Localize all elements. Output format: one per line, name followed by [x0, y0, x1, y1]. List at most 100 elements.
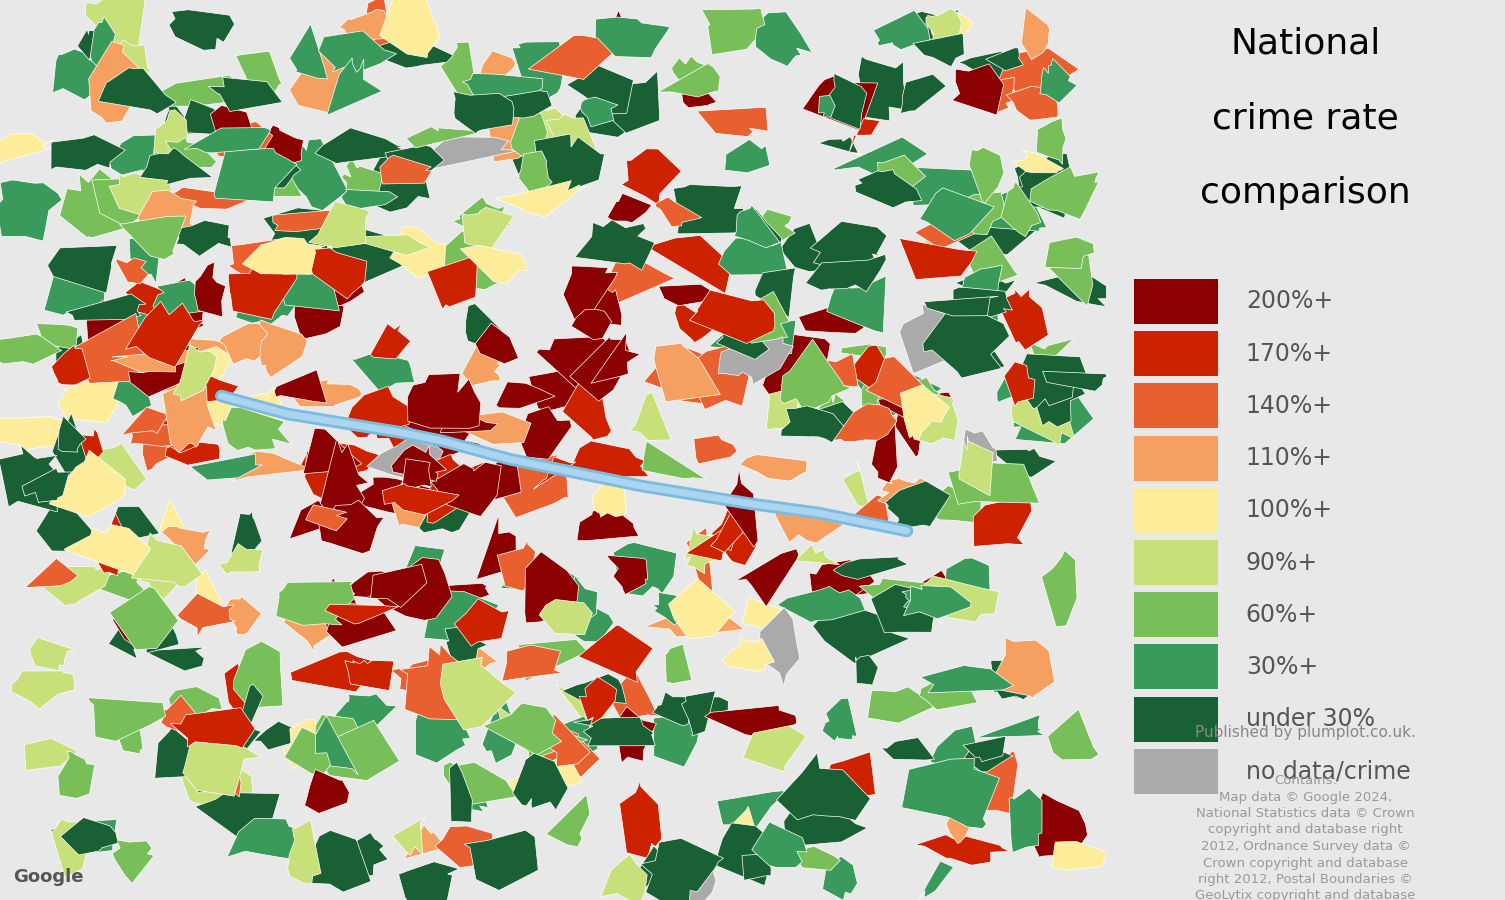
- Polygon shape: [272, 210, 352, 231]
- Polygon shape: [763, 328, 831, 396]
- Polygon shape: [871, 424, 897, 482]
- Polygon shape: [915, 218, 983, 249]
- Polygon shape: [710, 511, 752, 553]
- Polygon shape: [512, 137, 561, 182]
- Polygon shape: [742, 598, 792, 633]
- Polygon shape: [903, 571, 963, 621]
- Polygon shape: [686, 523, 737, 561]
- Polygon shape: [129, 418, 176, 446]
- Polygon shape: [390, 227, 445, 278]
- Polygon shape: [495, 181, 585, 217]
- Polygon shape: [275, 264, 339, 310]
- Polygon shape: [525, 552, 579, 623]
- Polygon shape: [477, 514, 516, 580]
- Polygon shape: [312, 248, 367, 299]
- Polygon shape: [718, 231, 789, 275]
- Polygon shape: [441, 645, 497, 687]
- Polygon shape: [87, 17, 116, 72]
- Polygon shape: [385, 145, 444, 183]
- Polygon shape: [111, 350, 197, 373]
- Polygon shape: [659, 284, 727, 306]
- Polygon shape: [408, 374, 480, 428]
- Polygon shape: [370, 564, 427, 608]
- Polygon shape: [166, 440, 220, 465]
- Polygon shape: [29, 324, 78, 349]
- Polygon shape: [206, 122, 272, 159]
- Polygon shape: [1013, 377, 1094, 444]
- Polygon shape: [366, 557, 452, 620]
- Polygon shape: [349, 235, 430, 256]
- Polygon shape: [480, 50, 515, 76]
- Polygon shape: [572, 310, 611, 339]
- Polygon shape: [932, 10, 972, 51]
- Text: no data/crime: no data/crime: [1246, 760, 1410, 783]
- Polygon shape: [1007, 86, 1058, 120]
- Polygon shape: [900, 385, 950, 440]
- Text: National: National: [1231, 27, 1380, 61]
- Polygon shape: [427, 454, 488, 523]
- Polygon shape: [986, 187, 1046, 231]
- Polygon shape: [775, 506, 844, 543]
- Polygon shape: [122, 407, 172, 436]
- Polygon shape: [290, 652, 379, 692]
- Polygon shape: [643, 441, 706, 479]
- Polygon shape: [930, 726, 987, 797]
- Polygon shape: [901, 758, 999, 829]
- Polygon shape: [402, 459, 432, 491]
- Polygon shape: [229, 238, 313, 291]
- Polygon shape: [196, 569, 223, 624]
- Polygon shape: [397, 415, 482, 460]
- Polygon shape: [1040, 58, 1078, 104]
- Polygon shape: [60, 817, 117, 855]
- Polygon shape: [167, 220, 232, 256]
- Polygon shape: [682, 82, 716, 110]
- Polygon shape: [777, 753, 870, 821]
- Polygon shape: [236, 51, 281, 95]
- Polygon shape: [826, 571, 868, 598]
- Polygon shape: [169, 187, 254, 209]
- Polygon shape: [125, 282, 169, 317]
- Polygon shape: [257, 148, 301, 188]
- Polygon shape: [873, 10, 933, 49]
- Polygon shape: [50, 450, 125, 517]
- Polygon shape: [113, 616, 152, 644]
- Polygon shape: [342, 190, 397, 209]
- Polygon shape: [1029, 166, 1099, 220]
- Polygon shape: [143, 647, 206, 671]
- Polygon shape: [813, 602, 909, 663]
- Polygon shape: [497, 540, 536, 591]
- Polygon shape: [673, 184, 743, 234]
- Polygon shape: [515, 716, 587, 760]
- Polygon shape: [671, 56, 710, 94]
- Polygon shape: [740, 454, 807, 482]
- Polygon shape: [790, 544, 840, 564]
- Polygon shape: [697, 107, 768, 137]
- Polygon shape: [780, 223, 828, 272]
- Polygon shape: [448, 772, 488, 812]
- Polygon shape: [965, 742, 1013, 772]
- Polygon shape: [450, 412, 531, 445]
- Bar: [1135, 749, 1218, 794]
- Polygon shape: [232, 511, 262, 560]
- Polygon shape: [903, 586, 971, 618]
- Polygon shape: [742, 854, 771, 880]
- Polygon shape: [518, 151, 552, 195]
- Polygon shape: [849, 346, 901, 392]
- Polygon shape: [752, 822, 807, 868]
- Polygon shape: [135, 542, 190, 599]
- Polygon shape: [600, 854, 647, 900]
- Polygon shape: [834, 557, 908, 580]
- Polygon shape: [882, 738, 935, 760]
- Polygon shape: [620, 780, 662, 859]
- Text: crime rate: crime rate: [1212, 102, 1400, 136]
- Polygon shape: [715, 823, 778, 886]
- Polygon shape: [652, 592, 691, 626]
- Polygon shape: [704, 706, 796, 735]
- Polygon shape: [722, 636, 775, 671]
- Polygon shape: [450, 762, 473, 822]
- Polygon shape: [877, 155, 926, 191]
- Polygon shape: [607, 10, 652, 51]
- Polygon shape: [871, 584, 942, 633]
- Polygon shape: [784, 846, 840, 870]
- Polygon shape: [616, 706, 656, 763]
